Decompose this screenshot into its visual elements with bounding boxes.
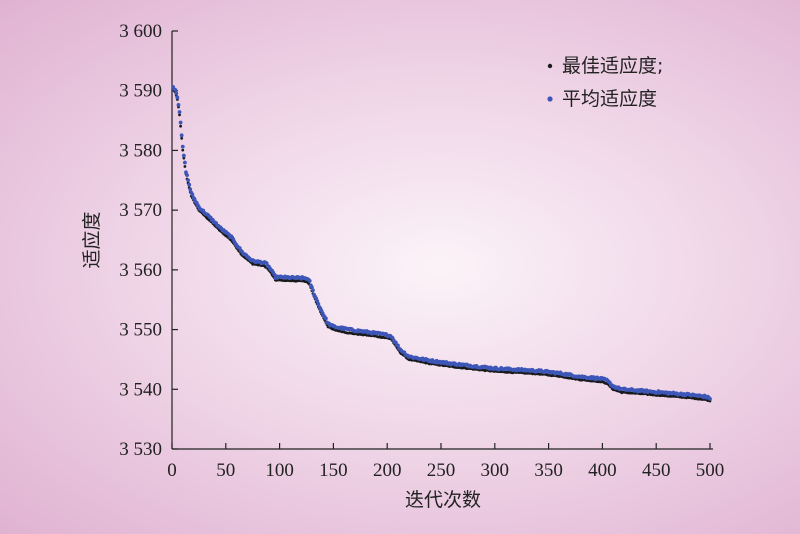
legend-label-best: 最佳适应度; <box>562 55 663 77</box>
average-fitness-point <box>311 288 315 293</box>
average-fitness-point <box>184 170 188 175</box>
average-fitness-point <box>309 285 314 290</box>
x-tick-label: 0 <box>167 460 177 481</box>
y-axis-title: 适应度 <box>81 211 103 268</box>
legend-label-average: 平均适应度 <box>562 88 657 110</box>
x-tick-label: 50 <box>216 460 235 481</box>
y-tick-label: 3 570 <box>119 200 162 221</box>
axes <box>171 31 713 450</box>
average-fitness-point <box>186 178 191 183</box>
average-fitness-point <box>190 192 195 197</box>
y-tick-label: 3 560 <box>119 260 162 281</box>
average-fitness-point <box>315 299 320 303</box>
average-fitness-point <box>181 153 186 158</box>
data-points <box>171 85 712 403</box>
x-tick-label: 250 <box>427 460 456 481</box>
average-fitness-point <box>175 95 180 100</box>
y-tick-label: 3 590 <box>119 81 162 102</box>
x-tick-label: 150 <box>319 460 348 481</box>
x-tick-label: 350 <box>534 460 563 481</box>
average-fitness-point <box>307 279 312 283</box>
y-tick-label: 3 530 <box>119 439 162 460</box>
best-fitness-point <box>182 156 186 160</box>
x-tick-label: 400 <box>588 460 617 481</box>
y-ticks: 3 530 3 540 3 550 3 560 3 570 3 580 3 590 3 600 <box>119 21 178 460</box>
average-fitness-point <box>187 182 192 187</box>
x-tick-label: 500 <box>696 460 725 481</box>
average-fitness-point <box>183 160 187 165</box>
average-fitness-point <box>708 396 712 401</box>
average-fitness-point <box>176 103 181 107</box>
average-fitness-point <box>316 301 321 306</box>
average-fitness-point <box>177 110 182 114</box>
best-fitness-point <box>183 165 187 168</box>
average-fitness-point <box>179 133 184 138</box>
x-axis-title: 迭代次数 <box>405 489 481 511</box>
best-fitness-point <box>178 113 181 117</box>
average-fitness-point <box>323 316 328 321</box>
x-ticks: 0 50 100 150 200 250 300 350 400 450 500 <box>167 443 724 481</box>
y-tick-label: 3 600 <box>119 21 162 42</box>
average-fitness-point <box>396 343 400 348</box>
x-tick-label: 300 <box>481 460 510 481</box>
average-fitness-point <box>173 87 178 92</box>
average-fitness-point <box>188 187 193 192</box>
y-tick-label: 3 550 <box>119 320 162 341</box>
best-fitness-point <box>180 136 184 140</box>
average-fitness-point <box>174 91 179 96</box>
x-tick-label: 450 <box>642 460 671 481</box>
average-fitness-point <box>180 144 185 149</box>
legend: 最佳适应度; 平均适应度 <box>547 55 663 110</box>
y-tick-label: 3 580 <box>119 140 162 161</box>
x-tick-label: 200 <box>373 460 402 481</box>
best-fitness-point <box>181 148 185 152</box>
average-fitness-point <box>178 120 183 125</box>
x-tick-label: 100 <box>265 460 294 481</box>
best-fitness-point <box>179 124 183 128</box>
average-fitness-point <box>185 173 189 178</box>
legend-marker-best <box>547 63 553 69</box>
y-tick-label: 3 540 <box>119 379 162 400</box>
legend-marker-average <box>547 96 553 102</box>
